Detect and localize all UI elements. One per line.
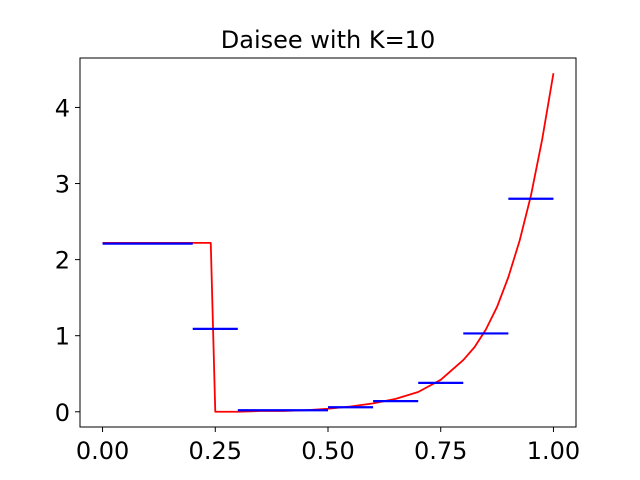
x-tick-label-3: 0.75 <box>414 437 467 465</box>
y-tick-label-4: 4 <box>55 94 70 122</box>
x-tick-label-0: 0.00 <box>76 437 129 465</box>
y-tick-label-2: 2 <box>55 247 70 275</box>
plot-area: 0.00 0.25 0.50 0.75 1.00 0 1 2 3 4 <box>55 57 580 465</box>
x-tick-label-4: 1.00 <box>527 437 580 465</box>
chart-title: Daisee with K=10 <box>221 26 435 54</box>
y-tick-label-3: 3 <box>55 171 70 199</box>
x-tick-label-1: 0.25 <box>189 437 242 465</box>
y-tick-label-1: 1 <box>55 323 70 351</box>
y-tick-label-0: 0 <box>55 399 70 427</box>
x-tick-label-2: 0.50 <box>301 437 354 465</box>
